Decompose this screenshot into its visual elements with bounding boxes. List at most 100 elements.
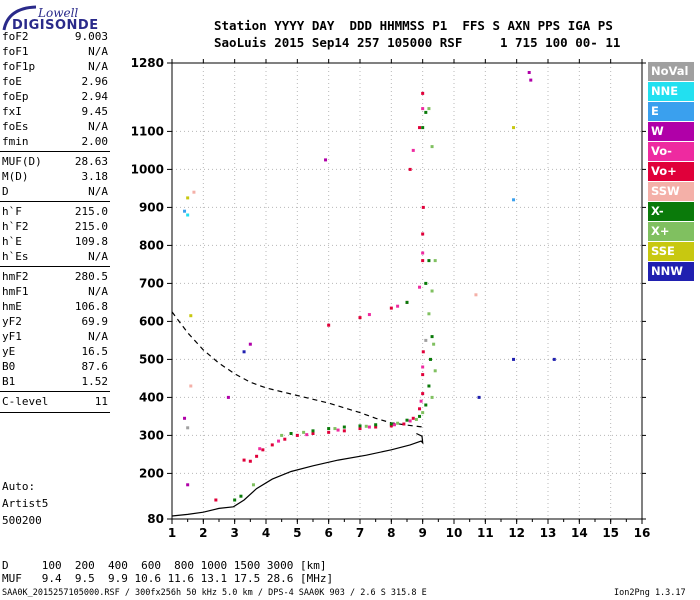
data-point bbox=[333, 427, 337, 431]
param-value: N/A bbox=[88, 45, 108, 58]
param-name: MUF(D) bbox=[2, 155, 42, 168]
data-point bbox=[389, 306, 393, 310]
legend-item: W bbox=[648, 122, 694, 141]
profile-dashed-curve bbox=[171, 311, 423, 428]
data-point bbox=[270, 443, 274, 447]
y-tick-label: 1100 bbox=[131, 124, 164, 138]
data-point bbox=[183, 209, 187, 213]
data-point bbox=[358, 316, 362, 320]
data-point bbox=[367, 313, 371, 317]
data-point bbox=[419, 399, 423, 403]
param-row: hmE 106.8 bbox=[2, 300, 108, 315]
x-tick-label: 1 bbox=[168, 526, 176, 540]
data-point bbox=[327, 323, 331, 327]
data-point bbox=[324, 158, 328, 162]
param-value: 1.52 bbox=[81, 375, 109, 388]
parameter-panel: foF2 9.003 foF1 N/A foF1p N/A foE 2.96 foEp 2.94 f… bbox=[0, 0, 112, 560]
param-name: B0 bbox=[2, 360, 16, 373]
footer-version: Ion2Png 1.3.17 bbox=[614, 588, 686, 598]
param-name: hmF1 bbox=[2, 285, 29, 298]
param-row: foE 2.96 bbox=[2, 75, 108, 90]
y-tick-label: 200 bbox=[139, 466, 164, 480]
legend-item: Vo- bbox=[648, 142, 694, 161]
param-name: foF1 bbox=[2, 45, 29, 58]
data-point bbox=[421, 411, 425, 415]
data-point bbox=[302, 430, 306, 434]
data-point bbox=[255, 454, 259, 458]
param-row: foF1p N/A bbox=[2, 60, 108, 75]
data-point bbox=[248, 459, 252, 463]
data-point bbox=[186, 483, 190, 487]
data-point bbox=[305, 433, 309, 437]
param-separator bbox=[0, 391, 110, 392]
data-point bbox=[512, 198, 516, 202]
data-point bbox=[433, 259, 437, 263]
data-point bbox=[430, 395, 434, 399]
param-value: 106.8 bbox=[74, 300, 108, 313]
data-point bbox=[418, 126, 422, 130]
data-point bbox=[424, 338, 428, 342]
data-point bbox=[364, 424, 368, 428]
param-row: M(D) 3.18 bbox=[2, 170, 108, 185]
data-point bbox=[239, 494, 243, 498]
y-tick-label: 1000 bbox=[131, 162, 164, 176]
data-point bbox=[421, 91, 425, 95]
param-value: 280.5 bbox=[74, 270, 108, 283]
param-name: yE bbox=[2, 345, 16, 358]
param-name: h`E bbox=[2, 235, 22, 248]
data-point bbox=[389, 422, 393, 426]
data-point bbox=[396, 304, 400, 308]
data-point bbox=[186, 213, 190, 217]
param-separator bbox=[0, 412, 110, 413]
y-tick-label: 500 bbox=[139, 352, 164, 366]
param-name: hmE bbox=[2, 300, 22, 313]
param-value: 2.94 bbox=[81, 90, 109, 103]
param-row: foEs N/A bbox=[2, 120, 108, 135]
param-value: 3.18 bbox=[81, 170, 109, 183]
param-name: foEs bbox=[2, 120, 29, 133]
param-row: yE 16.5 bbox=[2, 345, 108, 360]
data-point bbox=[408, 419, 412, 423]
auto-artist: Artist5 bbox=[2, 497, 49, 510]
data-point bbox=[433, 369, 437, 373]
header-values: SaoLuis 2015 Sep14 257 105000 RSF 1 715 … bbox=[214, 35, 621, 50]
plot-frame bbox=[171, 62, 643, 520]
data-point bbox=[233, 498, 237, 502]
param-separator bbox=[0, 201, 110, 202]
param-row: C-level 11 bbox=[2, 395, 108, 410]
param-row: foF1 N/A bbox=[2, 45, 108, 60]
data-point bbox=[358, 424, 362, 428]
data-point bbox=[432, 342, 436, 346]
data-point bbox=[374, 423, 378, 427]
param-row: h`Es N/A bbox=[2, 250, 108, 265]
data-point bbox=[427, 384, 431, 388]
x-tick-label: 4 bbox=[262, 526, 270, 540]
param-separator bbox=[0, 266, 110, 267]
data-point bbox=[186, 196, 190, 200]
data-point bbox=[327, 430, 331, 434]
profile-solid-curve bbox=[171, 432, 424, 517]
data-point bbox=[248, 342, 252, 346]
data-point bbox=[342, 429, 346, 433]
data-point bbox=[424, 281, 428, 285]
footer-file-info: SAA0K_2015257105000.RSF / 300fx256h 50 k… bbox=[2, 588, 427, 598]
param-name: yF2 bbox=[2, 315, 22, 328]
param-name: C-level bbox=[2, 395, 49, 408]
logo-lowell-text: Lowell bbox=[38, 6, 79, 20]
y-tick-label: 600 bbox=[139, 314, 164, 328]
data-point bbox=[405, 418, 409, 422]
param-separator bbox=[0, 151, 110, 152]
data-point bbox=[421, 107, 425, 111]
data-point bbox=[512, 357, 516, 361]
x-tick-label: 7 bbox=[356, 526, 364, 540]
param-row: hmF1 N/A bbox=[2, 285, 108, 300]
y-tick-label: 700 bbox=[139, 276, 164, 290]
param-value: 215.0 bbox=[74, 220, 108, 233]
data-point bbox=[327, 427, 331, 431]
param-name: hmF2 bbox=[2, 270, 29, 283]
data-point bbox=[421, 350, 425, 354]
param-value: N/A bbox=[88, 330, 108, 343]
param-value: 215.0 bbox=[74, 205, 108, 218]
data-point bbox=[311, 432, 315, 435]
y-tick-label: 80 bbox=[147, 512, 164, 526]
